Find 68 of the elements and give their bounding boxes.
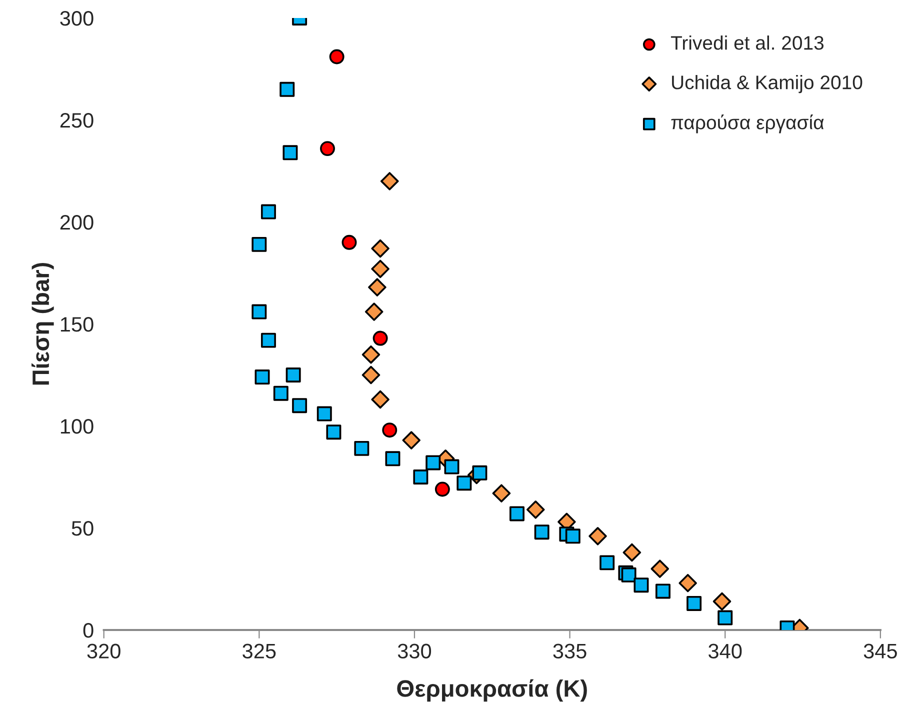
y-tick-label: 50 [72, 521, 94, 536]
point [368, 278, 386, 296]
point [621, 567, 636, 582]
legend-label: Trivedi et al. 2013 [670, 36, 824, 50]
point [292, 398, 308, 414]
point [382, 422, 398, 438]
point [380, 172, 399, 190]
point [371, 239, 390, 258]
point [686, 596, 702, 611]
point [588, 527, 607, 546]
point [456, 476, 472, 491]
point [678, 574, 697, 592]
point [434, 482, 450, 497]
y-tick-label: 150 [60, 317, 94, 332]
point [492, 484, 511, 502]
x-tick-label: 345 [864, 644, 897, 658]
point [385, 451, 400, 466]
point [472, 465, 488, 480]
point [286, 368, 301, 382]
point [655, 584, 670, 599]
y-axis-title: Πίεση (bar) [32, 262, 54, 385]
legend-label: Uchida & Kamijo 2010 [672, 75, 862, 94]
point [282, 145, 298, 160]
point [600, 555, 615, 570]
x-axis-title: Θερμοκρασία (K) [397, 679, 587, 702]
y-tick-label: 0 [83, 623, 94, 638]
point [342, 234, 357, 250]
point [316, 406, 332, 422]
point [622, 543, 642, 562]
point [526, 500, 545, 519]
y-tick-label: 200 [60, 215, 94, 230]
point [534, 524, 550, 540]
point [413, 470, 428, 484]
point [372, 330, 388, 346]
point [364, 302, 384, 321]
point [260, 332, 276, 348]
point [509, 506, 524, 522]
point [273, 386, 288, 401]
x-tick-label: 335 [553, 644, 586, 658]
point [565, 528, 580, 544]
point [371, 260, 390, 278]
point [362, 345, 380, 364]
point [371, 390, 390, 409]
point [280, 82, 295, 97]
point [362, 366, 380, 384]
point [354, 440, 370, 456]
point [426, 455, 441, 470]
point [326, 424, 342, 440]
y-tick-label: 250 [60, 113, 94, 128]
x-tick-label: 330 [398, 644, 432, 658]
point [254, 370, 270, 385]
point [712, 592, 732, 611]
point [402, 431, 420, 450]
x-tick-label: 340 [708, 644, 742, 658]
y-tick-label: 100 [60, 419, 94, 434]
point [252, 304, 267, 320]
point [320, 141, 335, 156]
y-tick-label: 300 [60, 11, 94, 26]
x-tick-label: 325 [242, 644, 276, 658]
legend-label: παρούσα εργασία [671, 114, 824, 134]
point [329, 49, 344, 64]
x-tick-label: 320 [87, 644, 120, 658]
point [650, 560, 669, 578]
point [444, 459, 460, 474]
point [718, 610, 733, 626]
point [634, 578, 649, 593]
point [252, 236, 267, 252]
point [260, 204, 276, 220]
